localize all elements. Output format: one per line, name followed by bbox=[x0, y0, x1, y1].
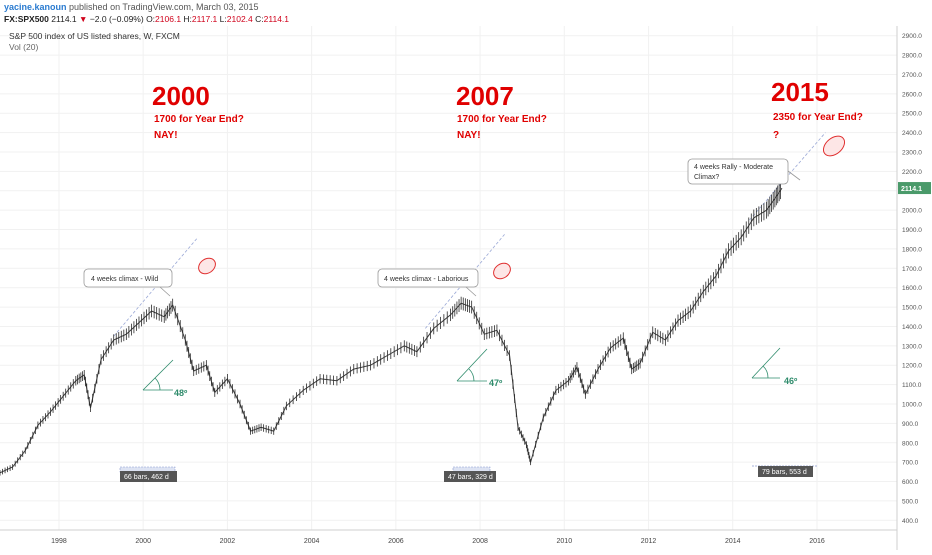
last-value: 2114.1 bbox=[51, 14, 77, 24]
y-tick-label: 2200.0 bbox=[902, 169, 922, 176]
y-tick-label: 1800.0 bbox=[902, 246, 922, 253]
y-tick-label: 2400.0 bbox=[902, 130, 922, 137]
y-axis: 400.0 500.0 600.0 700.0 800.0 900.0 1000.0 1100… bbox=[896, 26, 931, 550]
callout-2000[interactable]: 4 weeks climax - Wild bbox=[83, 268, 173, 297]
publish-text: published on TradingView.com, March 03, … bbox=[66, 2, 259, 12]
angle-2007-text: 47º bbox=[489, 378, 503, 388]
range-2007-text: 47 bars, 329 d bbox=[448, 474, 493, 481]
x-tick-label: 2006 bbox=[388, 538, 404, 545]
y-tick-label: 2600.0 bbox=[902, 91, 922, 98]
target-2015-text: 2350 for Year End? bbox=[773, 112, 863, 123]
author-link[interactable]: yacine.kanoun bbox=[4, 2, 67, 12]
range-2007-box bbox=[444, 471, 496, 482]
x-axis: 1998 2000 2002 2004 2006 2008 2010 2012 2014 2016 bbox=[0, 529, 897, 545]
y-tick-label: 1900.0 bbox=[902, 227, 922, 234]
trend-line-2000 bbox=[113, 237, 199, 337]
last-price-label: 2114.1 bbox=[901, 186, 922, 193]
callout-2007-text: 4 weeks climax - Laborious bbox=[384, 276, 469, 283]
angle-marker-2015[interactable]: 46º bbox=[751, 347, 798, 386]
low-value: 2102.4 bbox=[226, 14, 253, 24]
y-tick-label: 2500.0 bbox=[902, 111, 922, 118]
callout-2000-text: 4 weeks climax - Wild bbox=[91, 276, 158, 283]
year-2007-label: 2007 bbox=[456, 81, 514, 111]
angle-2000-text: 48º bbox=[174, 388, 188, 398]
y-tick-label: 1300.0 bbox=[902, 343, 922, 350]
x-tick-label: 1998 bbox=[51, 538, 67, 545]
y-tick-label: 500.0 bbox=[902, 498, 919, 505]
chart-header: yacine.kanoun published on TradingView.c… bbox=[0, 0, 932, 26]
price-chart[interactable]: 400.0 500.0 600.0 700.0 800.0 900.0 1000.0 1100… bbox=[0, 26, 932, 550]
x-tick-label: 2004 bbox=[304, 538, 320, 545]
chart-title: S&P 500 index of US listed shares, W, FX… bbox=[9, 31, 180, 41]
y-tick-label: 1100.0 bbox=[902, 382, 922, 389]
volume-label: Vol (20) bbox=[9, 42, 38, 52]
range-2015[interactable]: 79 bars, 553 d bbox=[752, 465, 818, 477]
high-value: 2117.1 bbox=[191, 14, 218, 24]
verdict-2000-text: NAY! bbox=[154, 130, 178, 141]
y-tick-label: 400.0 bbox=[902, 518, 919, 525]
symbol-label: FX:SPX500 bbox=[4, 14, 49, 24]
callout-2015-text-2: Climax? bbox=[694, 174, 719, 181]
chart-frame: 400.0 500.0 600.0 700.0 800.0 900.0 1000.0 1100… bbox=[0, 26, 932, 550]
target-ellipse-2007[interactable] bbox=[491, 260, 514, 282]
target-ellipse-2015[interactable] bbox=[820, 132, 849, 160]
price-series bbox=[0, 181, 783, 476]
year-2015-label: 2015 bbox=[771, 77, 829, 107]
y-tick-label: 2800.0 bbox=[902, 53, 922, 60]
close-value: 2114.1 bbox=[263, 14, 290, 24]
callout-2015-text-1: 4 weeks Rally - Moderate bbox=[694, 164, 773, 171]
open-label: O: bbox=[146, 14, 156, 24]
year-2000-label: 2000 bbox=[152, 81, 210, 111]
y-tick-label: 2300.0 bbox=[902, 150, 922, 157]
range-2015-text: 79 bars, 553 d bbox=[762, 469, 807, 476]
x-tick-label: 2010 bbox=[557, 538, 573, 545]
target-2000-text: 1700 for Year End? bbox=[154, 114, 244, 125]
x-tick-label: 2000 bbox=[135, 538, 151, 545]
y-tick-label: 600.0 bbox=[902, 479, 919, 486]
y-tick-label: 2700.0 bbox=[902, 72, 922, 79]
y-tick-label: 1700.0 bbox=[902, 266, 922, 273]
grid bbox=[0, 26, 897, 530]
x-tick-label: 2008 bbox=[472, 538, 488, 545]
close-label: C: bbox=[255, 14, 264, 24]
x-tick-label: 2014 bbox=[725, 538, 741, 545]
range-2000-text: 66 bars, 462 d bbox=[124, 474, 169, 481]
y-tick-label: 900.0 bbox=[902, 421, 919, 428]
high-label: H: bbox=[183, 14, 192, 24]
price-line bbox=[0, 187, 783, 474]
y-tick-label: 1600.0 bbox=[902, 285, 922, 292]
callout-2007[interactable]: 4 weeks climax - Laborious bbox=[377, 268, 479, 297]
publish-info: yacine.kanoun published on TradingView.c… bbox=[4, 2, 258, 12]
change-value: −2.0 (−0.09%) bbox=[89, 14, 144, 24]
x-tick-label: 2012 bbox=[641, 538, 657, 545]
range-2000[interactable]: 66 bars, 462 d bbox=[119, 466, 177, 482]
y-tick-label: 700.0 bbox=[902, 460, 919, 467]
y-tick-label: 800.0 bbox=[902, 440, 919, 447]
y-tick-label: 1000.0 bbox=[902, 402, 922, 409]
verdict-2015-text: ? bbox=[773, 130, 779, 141]
y-tick-label: 2000.0 bbox=[902, 208, 922, 215]
angle-marker-2007[interactable]: 47º bbox=[456, 348, 503, 388]
y-tick-label: 2900.0 bbox=[902, 33, 922, 40]
range-2000-box bbox=[120, 471, 177, 482]
open-value: 2106.1 bbox=[155, 14, 182, 24]
x-tick-label: 2016 bbox=[809, 538, 825, 545]
range-2007[interactable]: 47 bars, 329 d bbox=[444, 466, 496, 482]
low-label: L: bbox=[219, 14, 227, 24]
x-tick-label: 2002 bbox=[220, 538, 236, 545]
y-tick-label: 1500.0 bbox=[902, 305, 922, 312]
target-ellipse-2000[interactable] bbox=[196, 255, 219, 277]
range-2015-box bbox=[758, 466, 813, 477]
y-tick-label: 1200.0 bbox=[902, 363, 922, 370]
angle-marker-2000[interactable]: 48º bbox=[142, 359, 188, 398]
verdict-2007-text: NAY! bbox=[457, 130, 481, 141]
y-tick-label: 1400.0 bbox=[902, 324, 922, 331]
target-2007-text: 1700 for Year End? bbox=[457, 114, 547, 125]
angle-2015-text: 46º bbox=[784, 376, 798, 386]
callout-2015[interactable]: 4 weeks Rally - Moderate Climax? bbox=[687, 158, 801, 185]
ohlc-line: FX:SPX500 2114.1 ▼ −2.0 (−0.09%) O:2106.… bbox=[4, 14, 289, 24]
last-price-tag bbox=[898, 182, 931, 195]
down-arrow-icon: ▼ bbox=[79, 14, 88, 24]
